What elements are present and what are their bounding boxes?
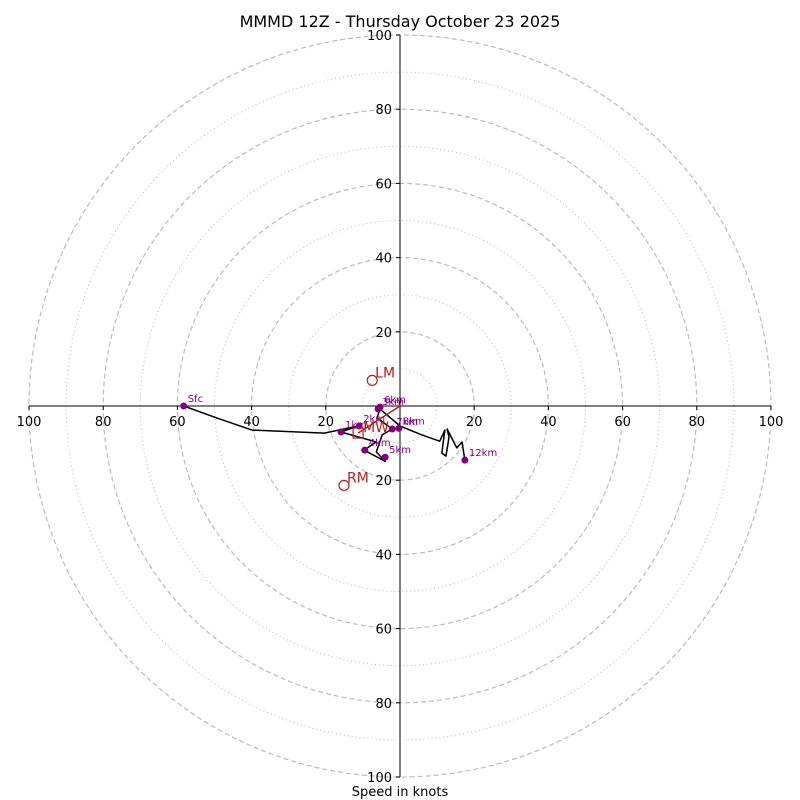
y-tick-label: 20: [375, 474, 392, 489]
x-axis-label: Speed in knots: [352, 785, 449, 800]
axis-ticks: 100 80 60 40 20 20 40 60 80 100 100 80 60 40 20 20 40 60 8…: [17, 29, 784, 786]
y-tick-label: 100: [367, 771, 392, 786]
storm-motion-point: [338, 479, 350, 491]
y-tick-label: 60: [375, 177, 392, 192]
height-marker-label: 6km: [384, 395, 406, 406]
height-marker-point: [361, 446, 369, 454]
height-marker-point: [388, 425, 396, 433]
x-tick-label: 40: [540, 415, 557, 430]
height-marker-point: [381, 453, 389, 461]
x-tick-label: 20: [466, 415, 483, 430]
height-marker-point: [180, 402, 188, 410]
y-tick-label: 80: [375, 103, 392, 118]
y-tick-label: 40: [375, 548, 392, 563]
y-tick-label: 40: [375, 252, 392, 267]
x-tick-label: 60: [614, 415, 631, 430]
chart-title: MMMD 12Z - Thursday October 23 2025: [240, 12, 561, 31]
y-tick-label: 100: [367, 29, 392, 44]
height-markers: Sfc1km2km3km4km5km6km7km8km12km: [180, 394, 497, 464]
height-marker-label: 4km: [369, 438, 391, 449]
height-marker-label: 3km: [382, 397, 404, 408]
storm-motion-point: [366, 374, 378, 387]
hodograph-trace: [183, 405, 466, 463]
mean-wind-marker: [352, 427, 364, 439]
height-marker-label: 8km: [403, 416, 425, 427]
height-marker-label: 5km: [389, 445, 411, 456]
hodograph-line: [183, 405, 466, 463]
x-tick-label: 100: [17, 415, 42, 430]
x-tick-label: 40: [243, 415, 260, 430]
x-tick-label: 100: [759, 415, 784, 430]
height-marker-point: [337, 428, 345, 436]
y-tick-label: 80: [375, 697, 392, 712]
height-marker-label: 7km: [396, 417, 418, 428]
height-marker-point: [376, 403, 384, 411]
x-tick-label: 60: [169, 415, 186, 430]
height-marker-label: 12km: [469, 448, 497, 459]
height-marker-label: 2km: [363, 414, 385, 425]
shear-vector: [357, 405, 401, 434]
storm-motion-markers: LM RM MW: [338, 365, 401, 491]
y-tick-label: 20: [375, 326, 392, 341]
x-tick-label: 20: [318, 415, 335, 430]
x-tick-label: 80: [689, 415, 706, 430]
storm-motion-label: RM: [347, 470, 369, 486]
mean-wind-label: MW: [363, 420, 389, 436]
height-marker-label: Sfc: [188, 394, 203, 405]
y-tick-label: 60: [375, 623, 392, 638]
height-marker-point: [395, 424, 403, 432]
height-marker-point: [461, 456, 469, 464]
x-tick-label: 80: [95, 415, 112, 430]
storm-motion-label: LM: [375, 365, 395, 381]
